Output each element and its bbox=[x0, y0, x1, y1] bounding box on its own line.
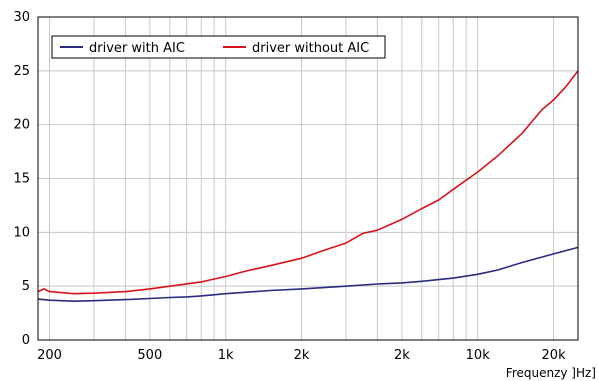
x-tick-label: 1k bbox=[218, 348, 234, 363]
x-tick-label: 2k bbox=[294, 348, 310, 363]
x-tick-label: 2k bbox=[394, 348, 410, 363]
plot-frame bbox=[37, 16, 579, 341]
y-tick-label: 20 bbox=[13, 118, 30, 133]
legend-label-1: driver with AIC bbox=[89, 41, 185, 56]
legend-label-2: driver without AIC bbox=[252, 41, 369, 56]
y-tick-label: 10 bbox=[13, 225, 30, 240]
series-layer bbox=[37, 70, 579, 302]
y-tick-label: 15 bbox=[13, 172, 30, 187]
series-line-1 bbox=[37, 246, 579, 302]
y-tick-label: 0 bbox=[22, 333, 30, 348]
y-axis: 0 5 10 15 20 25 30 bbox=[13, 10, 30, 348]
grid bbox=[38, 17, 578, 340]
legend-box bbox=[51, 35, 386, 59]
y-tick-label: 30 bbox=[13, 10, 30, 25]
x-axis-title: Frequenzy ]Hz] bbox=[506, 366, 596, 380]
x-tick-label: 200 bbox=[37, 348, 62, 363]
y-tick-label: 25 bbox=[13, 64, 30, 79]
x-axis: 200 500 1k 2k 2k 10k 20k bbox=[37, 348, 566, 363]
series-line-2 bbox=[37, 70, 579, 295]
x-tick-label: 500 bbox=[137, 348, 162, 363]
x-tick-label: 20k bbox=[542, 348, 567, 363]
x-tick-label: 10k bbox=[466, 348, 491, 363]
y-tick-label: 5 bbox=[22, 279, 30, 294]
legend: driver with AIC driver without AIC bbox=[51, 35, 386, 59]
